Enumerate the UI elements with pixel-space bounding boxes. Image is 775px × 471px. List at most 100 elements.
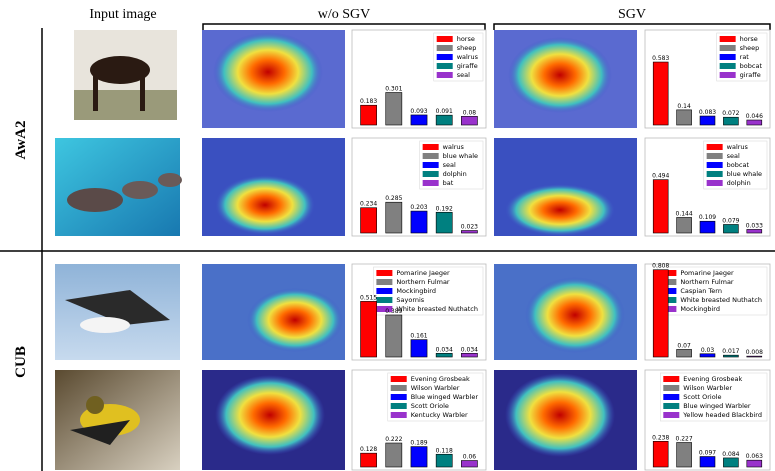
bar [746,355,763,358]
header: w/o SGV [318,7,371,22]
bar [360,301,377,358]
value-label: 0.008 [746,349,763,356]
bar [652,61,669,126]
bar [410,114,428,126]
value-label: 0.118 [436,447,453,454]
legend-label: giraffe [457,62,478,70]
legend-swatch [663,394,680,400]
heatmap [494,138,637,236]
legend-swatch [376,297,393,303]
legend-swatch [422,171,439,177]
legend-label: Mockingbird [680,305,720,313]
value-label: 0.128 [360,446,377,453]
bar [699,353,716,358]
value-label: 0.07 [677,342,691,349]
value-label: 0.301 [385,85,402,92]
value-label: 0.033 [746,222,763,229]
value-label: 0.494 [652,173,669,180]
value-label: 0.515 [360,294,377,301]
legend-label: horse [740,35,758,43]
legend-swatch [376,306,393,312]
bar [746,459,763,468]
legend-label: giraffe [740,71,761,79]
bar [652,179,669,234]
value-label: 0.017 [722,348,739,355]
legend-label: walrus [727,143,749,151]
legend-swatch [663,385,680,391]
bar [385,442,403,468]
heatmap [202,264,345,360]
value-label: 0.389 [385,308,402,315]
bar [723,224,739,234]
legend-label: White breasted Nuthatch [396,305,478,313]
legend-label: seal [727,152,740,160]
legend-label: seal [443,161,456,169]
value-label: 0.091 [436,108,453,115]
legend-label: bobcat [740,62,763,70]
bracket [202,23,486,30]
legend-label: bat [443,179,454,187]
legend-label: Evening Grosbeak [411,375,470,383]
bar [360,104,377,126]
bar [461,230,478,234]
value-label: 0.109 [699,214,716,221]
input-image [55,138,182,236]
heatmap [494,264,637,360]
bar [435,453,453,468]
legend-swatch [390,403,407,409]
legend-swatch [390,394,407,400]
legend-swatch [706,162,723,168]
bar [360,207,377,234]
legend-label: Northern Fulmar [680,278,734,286]
legend-label: Evening Grosbeak [683,375,742,383]
value-label: 0.144 [676,210,693,217]
legend-label: Sayornis [396,296,424,304]
bar [676,217,692,234]
legend-swatch [390,376,407,382]
bar [746,119,763,126]
value-label: 0.079 [722,217,739,224]
value-label: 0.189 [410,440,427,447]
legend-swatch [422,162,439,168]
legend-label: rat [740,53,750,61]
row-label: AwA2 [13,121,29,160]
bar [676,109,692,126]
bar [461,460,478,468]
value-label: 0.203 [410,204,427,211]
bracket [493,23,771,30]
legend-swatch [436,54,453,60]
bar [410,210,428,234]
legend-swatch [706,171,723,177]
legend-swatch [390,385,407,391]
value-label: 0.03 [701,347,715,354]
heatmap [202,370,345,470]
bar [723,457,739,468]
value-label: 0.285 [385,195,402,202]
legend-label: Pomarine Jaeger [680,269,734,277]
legend-swatch [719,36,736,42]
legend-swatch [663,403,680,409]
value-label: 0.046 [746,113,763,120]
legend-label: walrus [443,143,465,151]
value-label: 0.14 [677,103,691,110]
value-label: 0.06 [463,454,477,461]
legend-label: sheep [457,44,477,52]
bar [699,115,716,126]
value-label: 0.238 [652,434,669,441]
value-label: 0.183 [360,98,377,105]
bar [699,220,716,234]
legend-swatch [436,63,453,69]
heatmap [202,30,345,128]
bar [385,314,403,358]
legend-swatch [719,45,736,51]
input-image [74,30,177,120]
